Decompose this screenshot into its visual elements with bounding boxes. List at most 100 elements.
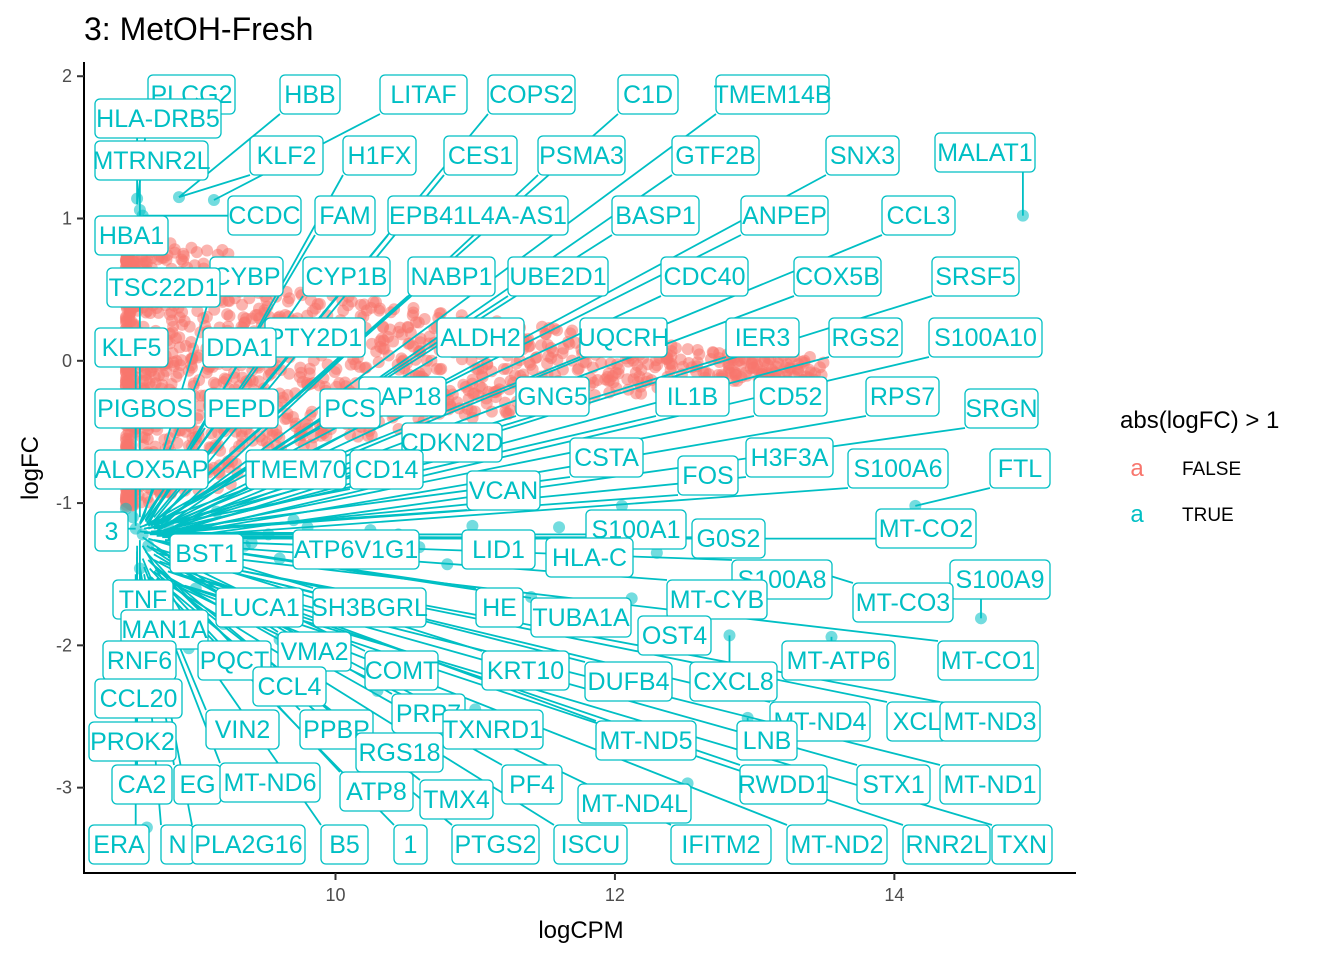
gene-label: MT-ATP6 [787,647,891,675]
gene-label-box [215,587,304,628]
gene-label-box [828,317,903,358]
point-false [223,310,236,323]
point-false [691,343,704,356]
gene-label-box [339,771,414,812]
gene-label: TUBA1A [532,604,630,632]
point-false [404,327,417,340]
gene-label: CCL20 [100,685,178,713]
label-segment [165,539,733,561]
point-false [569,336,582,349]
point-false [256,434,269,447]
gene-label: PCS [324,395,375,423]
gene-label-box [94,678,183,719]
gene-label: MT-ND3 [943,708,1036,736]
gene-label-box [781,640,896,681]
label-segment [157,494,679,534]
gene-label-box [249,135,324,176]
point-false [374,335,387,348]
gene-label-box [320,824,369,865]
label-segment [143,488,351,530]
point-false [758,355,771,368]
point-false [119,253,132,266]
gene-label-box [219,762,321,803]
y-tick-label: 2 [62,66,72,86]
point-false [148,370,161,383]
gene-label-box [584,661,673,702]
gene-label: N [168,831,186,859]
gene-label-box [436,317,525,358]
y-tick-label: -1 [56,493,72,513]
gene-label: MAN1A [121,616,207,644]
point-false [535,339,548,352]
x-axis-title: logCPM [538,917,623,944]
point-false [542,350,555,363]
gene-label: STX1 [862,771,925,799]
label-segment [162,415,755,536]
gene-label-box [515,376,590,417]
gene-label-box [204,388,279,429]
gene-label-box [94,140,209,181]
gene-label-box [677,455,739,496]
gene-label-box [319,388,381,429]
point-false [627,373,640,386]
gene-label: PLA2G16 [194,831,302,859]
gene-label-box [507,256,609,297]
gene-label: CCDC [228,202,300,230]
point-false [236,298,249,311]
gene-label: CDC40 [664,263,746,291]
gene-label: 1 [404,831,418,859]
gene-label: UQCRH [578,324,670,352]
point-true [126,511,139,524]
gene-label: MTRNR2L [92,147,210,175]
point-false [412,316,425,329]
gene-label: PTGS2 [455,831,537,859]
gene-label: LITAF [390,81,456,109]
gene-label-box [856,764,931,805]
gene-label: MT-ND6 [223,769,316,797]
gene-label: IFITM2 [681,831,760,859]
gene-label: COPS2 [489,81,574,109]
gene-label-box [407,256,496,297]
point-false [236,430,249,443]
gene-label-box [617,74,679,115]
point-false [222,294,235,307]
legend-key-false: a [1130,455,1144,482]
point-false [190,246,203,259]
gene-label: LUCA1 [219,594,300,622]
gene-label-box [94,511,129,552]
gene-label-box [934,132,1036,173]
gene-label: CCL3 [887,202,951,230]
point-true [615,499,628,512]
gene-label: ALOX5AP [95,456,209,484]
point-false [745,357,758,370]
gene-label: UBE2D1 [509,263,606,291]
point-false [556,363,569,376]
gene-label-box [939,701,1041,742]
gene-label-box [736,720,798,761]
gene-label-box [875,508,977,549]
gene-label: IER3 [735,324,791,352]
gene-label-box [292,529,420,570]
point-false [213,468,226,481]
gene-label: H3F3A [751,444,829,472]
gene-label-box [881,195,956,236]
gene-label: KLF2 [257,142,317,170]
point-false [195,389,208,402]
point-false [191,305,204,318]
gene-label-box [577,783,692,824]
point-false [309,302,322,315]
label-segment [154,356,581,530]
gene-label: MT-CYB [670,586,764,614]
point-false [699,366,712,379]
point-false [277,391,290,404]
point-false [144,307,157,320]
gene-label: CD52 [759,383,823,411]
gene-label: PEPD [207,395,275,423]
gene-label: TSC22D1 [109,274,219,302]
point-false [176,306,189,319]
gene-label-box [88,721,177,762]
gene-label-box [443,135,518,176]
gene-label-box [865,376,940,417]
point-false [526,363,539,376]
point-false [414,336,427,349]
